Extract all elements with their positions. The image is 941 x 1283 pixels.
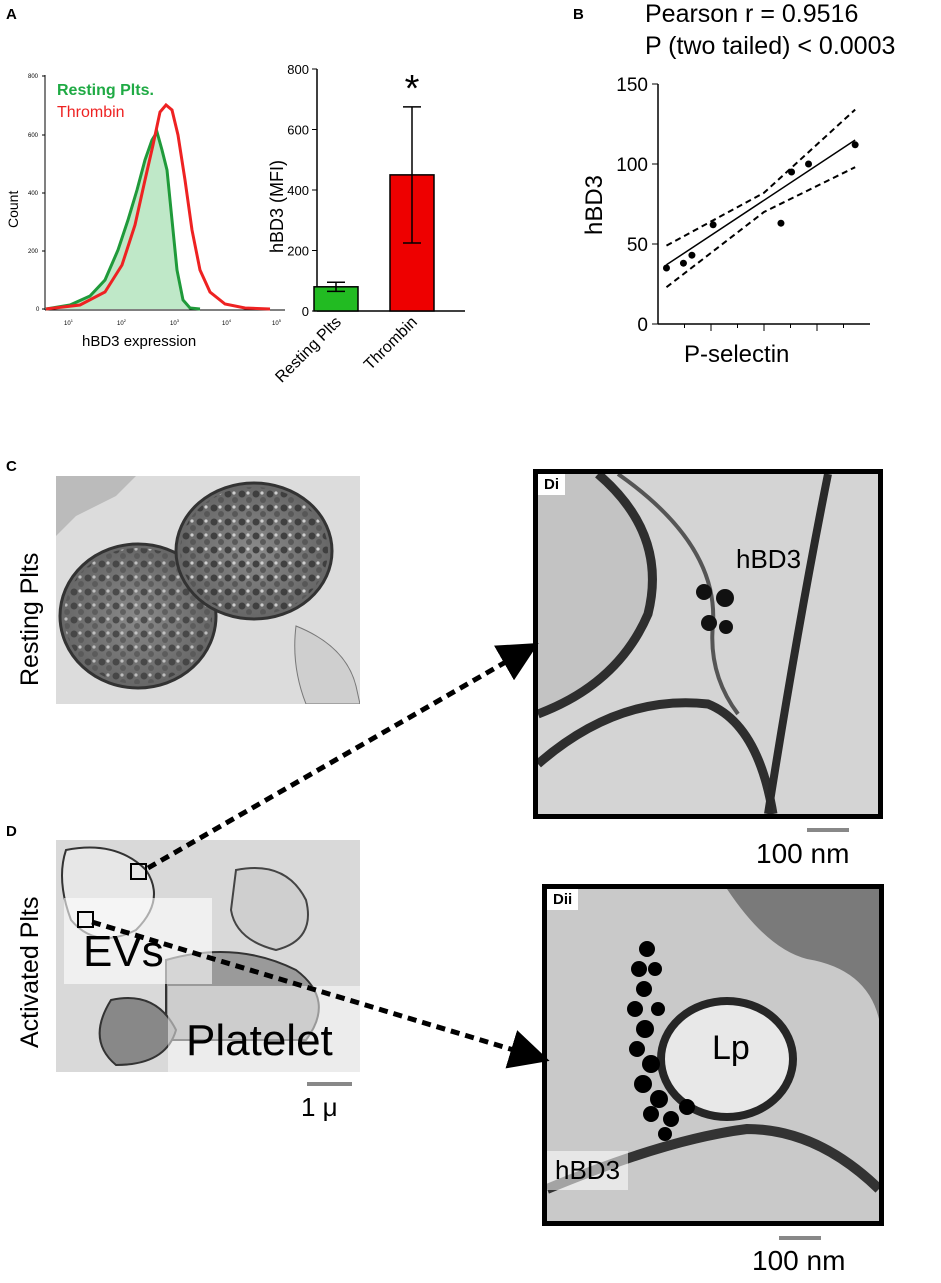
inset-dii-micrograph: Dii Lp hBD3	[542, 884, 884, 1226]
legend-thrombin: Thrombin	[57, 104, 125, 121]
scale-label-di: 100 nm	[756, 838, 850, 869]
activated-platelets-micrograph: EVs Platelet	[56, 840, 360, 1072]
scatter-title-line-1: Pearson r = 0.9516	[645, 0, 859, 28]
inset-box-upper	[130, 863, 147, 880]
evs-label: EVs	[83, 927, 164, 976]
confidence-band-lower	[665, 166, 856, 288]
svg-text:103: 103	[170, 318, 180, 327]
bar-chart: hBD3 (MFI) 0 200 400 600 800 Resting Plts Thro…	[267, 62, 465, 386]
resting-plts-label: Resting Plts	[16, 552, 44, 686]
svg-text:101: 101	[64, 318, 74, 327]
scatter-point-4	[777, 219, 785, 227]
y-tick-0: 0	[36, 307, 40, 313]
bar-category-label-1: Thrombin	[361, 314, 421, 374]
y-tick-600: 600	[28, 133, 39, 139]
scatter-point-5	[788, 168, 796, 176]
legend-resting: Resting Plts.	[57, 82, 154, 99]
scatter-ylabel: hBD3	[581, 175, 608, 235]
bar-y-tick-label: 600	[287, 123, 309, 138]
dii-hbd3-label: hBD3	[547, 1151, 629, 1190]
scatter-point-1	[679, 259, 687, 267]
y-tick-400: 400	[28, 191, 39, 197]
scatter-xlabel: P-selectin	[684, 341, 789, 368]
di-hbd3-label: hBD3	[736, 544, 802, 574]
svg-text:102: 102	[117, 318, 127, 327]
di-panel-tag: Di	[538, 474, 565, 495]
scale-label-dii: 100 nm	[752, 1245, 846, 1276]
bar-category-label-0: Resting Plts	[272, 314, 344, 386]
bar-y-tick-label: 200	[287, 244, 309, 259]
panel-label-b: B	[573, 6, 584, 23]
bar-ylabel: hBD3 (MFI)	[267, 160, 287, 253]
scatter-y-tick-label: 0	[637, 315, 648, 336]
thrombin-histogram-line	[45, 102, 271, 311]
dii-lp-label: Lp	[712, 1029, 750, 1067]
scale-bar-dii	[779, 1236, 821, 1240]
inset-box-lower	[77, 911, 94, 928]
scatter-point-3	[709, 221, 717, 229]
panel-label-c: C	[6, 458, 17, 475]
regression-line	[666, 139, 856, 266]
significance-star: *	[405, 68, 420, 110]
panel-label-a: A	[6, 6, 17, 23]
y-tick-800: 800	[28, 74, 39, 80]
scatter-y-tick-label: 150	[616, 75, 648, 96]
bar-y-tick-label: 800	[287, 62, 309, 77]
flow-histogram: 800 600 400 200 0 101 102 103 104 105 Co…	[5, 74, 285, 350]
histogram-y-ticks: 800 600 400 200 0	[28, 74, 45, 313]
dii-panel-tag: Dii	[547, 889, 579, 910]
svg-text:105: 105	[272, 318, 282, 327]
scatter-point-2	[688, 251, 696, 259]
activated-plts-label: Activated Plts	[16, 896, 44, 1048]
scatter-title-line-2: P (two tailed) < 0.0003	[645, 32, 896, 60]
scale-bar-di	[807, 828, 849, 832]
histogram-x-ticks: 101 102 103 104 105	[64, 318, 282, 327]
svg-text:104: 104	[222, 318, 232, 327]
scale-bar-left	[307, 1082, 352, 1086]
platelet-label: Platelet	[186, 1016, 333, 1065]
scatter-point-0	[662, 264, 670, 272]
bar-y-tick-label: 400	[287, 183, 309, 198]
panel-label-d: D	[6, 823, 17, 840]
scatter-y-tick-label: 100	[616, 155, 648, 176]
scatter-point-7	[851, 141, 859, 149]
resting-platelets-micrograph	[56, 476, 360, 704]
inset-di-micrograph: Di hBD3	[533, 469, 883, 819]
scatter-y-tick-label: 50	[627, 235, 648, 256]
confidence-band-upper	[666, 108, 856, 247]
scatter-point-6	[805, 160, 813, 168]
histogram-xlabel: hBD3 expression	[82, 333, 196, 350]
resting-histogram-line	[45, 128, 201, 311]
scatter-chart: hBD3 P-selectin 0 50 100 150	[581, 75, 870, 368]
histogram-ylabel: Count	[5, 191, 21, 228]
y-tick-200: 200	[28, 249, 39, 255]
scale-label-left: 1 μ	[301, 1092, 338, 1122]
resting-histogram-fill	[46, 132, 200, 309]
bar-y-tick-label: 0	[302, 304, 309, 319]
